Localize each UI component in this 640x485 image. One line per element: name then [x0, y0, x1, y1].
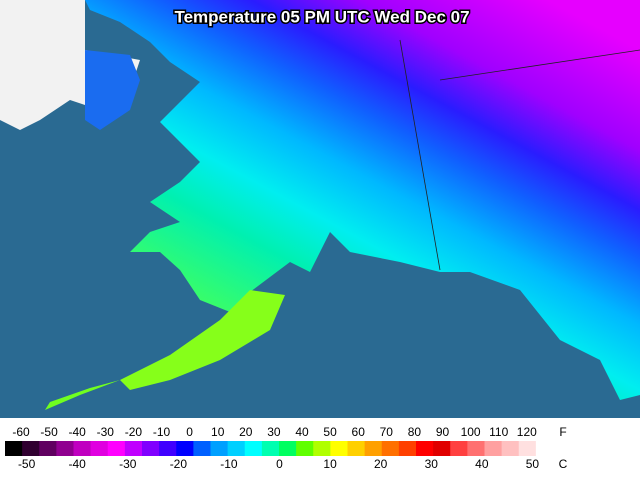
legend-swatch	[518, 441, 537, 456]
f-tick-label: -50	[40, 425, 58, 439]
c-tick-label: 10	[323, 457, 337, 471]
f-tick-label: 50	[323, 425, 337, 439]
legend-swatch	[56, 441, 74, 456]
legend-swatch	[535, 441, 554, 456]
f-tick-label: 40	[295, 425, 309, 439]
f-tick-label: -60	[12, 425, 30, 439]
c-tick-label: -40	[69, 457, 87, 471]
legend-swatch	[433, 441, 451, 456]
f-unit: F	[559, 425, 566, 439]
c-tick-label: 0	[276, 457, 283, 471]
f-tick-label: 60	[352, 425, 366, 439]
legend-swatch	[176, 441, 194, 456]
legend-swatch	[39, 441, 57, 456]
f-tick-label: 80	[408, 425, 422, 439]
legend: -60 -50 -40 -30 -20 -10 0 10 20 30 40 50 60 70 80 90 100…	[5, 425, 568, 471]
f-tick-label: -40	[69, 425, 87, 439]
alaska-peninsula	[120, 290, 285, 390]
f-tick-label: 100	[461, 425, 481, 439]
f-tick-label: 90	[436, 425, 450, 439]
legend-swatch	[5, 441, 23, 456]
c-tick-label: -10	[220, 457, 238, 471]
legend-swatch	[261, 441, 280, 456]
legend-swatch	[124, 441, 143, 456]
f-tick-label: -30	[97, 425, 115, 439]
f-tick-label: 20	[239, 425, 253, 439]
f-tick-label: 70	[380, 425, 394, 439]
legend-swatch	[381, 441, 400, 456]
legend-swatch	[296, 441, 314, 456]
border	[439, 49, 640, 81]
c-tick-label: 20	[374, 457, 388, 471]
f-tick-label: 0	[186, 425, 193, 439]
legend-swatch	[501, 441, 520, 456]
c-tick-label: 30	[425, 457, 439, 471]
c-tick-label: -20	[170, 457, 188, 471]
c-tick-label: -30	[119, 457, 137, 471]
legend-swatch	[313, 441, 331, 456]
legend-swatch	[210, 441, 229, 456]
legend-swatch	[22, 441, 40, 456]
f-tick-label: 120	[517, 425, 537, 439]
c-tick-label: -50	[18, 457, 36, 471]
legend-swatch	[330, 441, 348, 456]
alaska	[85, 0, 640, 400]
legend-swatch	[484, 441, 503, 456]
title: Temperature 05 PM UTC Wed Dec 07	[174, 7, 469, 26]
title-shadow: Temperature 05 PM UTC Wed Dec 07	[174, 7, 469, 26]
f-tick-label: -20	[125, 425, 143, 439]
legend-swatch	[107, 441, 126, 456]
legend-swatch	[193, 441, 211, 456]
legend-swatch	[450, 441, 468, 456]
legend-swatch	[279, 441, 297, 456]
legend-swatch	[416, 441, 434, 456]
c-tick-label: 50	[526, 457, 540, 471]
border	[399, 39, 441, 271]
f-tick-label: 110	[489, 425, 508, 439]
legend-swatch	[398, 441, 417, 456]
chukotka	[85, 50, 140, 130]
f-tick-label: 10	[211, 425, 225, 439]
legend-swatch	[142, 441, 160, 456]
legend-swatch	[90, 441, 109, 456]
c-tick-label: 40	[475, 457, 489, 471]
legend-swatch	[227, 441, 246, 456]
legend-swatch	[244, 441, 263, 456]
c-unit: C	[559, 457, 568, 471]
legend-swatch	[73, 441, 92, 456]
f-tick-label: 30	[267, 425, 281, 439]
legend-swatch	[159, 441, 177, 456]
f-tick-label: -10	[153, 425, 171, 439]
legend-swatch	[364, 441, 383, 456]
legend-swatch	[467, 441, 485, 456]
legend-swatch	[347, 441, 366, 456]
